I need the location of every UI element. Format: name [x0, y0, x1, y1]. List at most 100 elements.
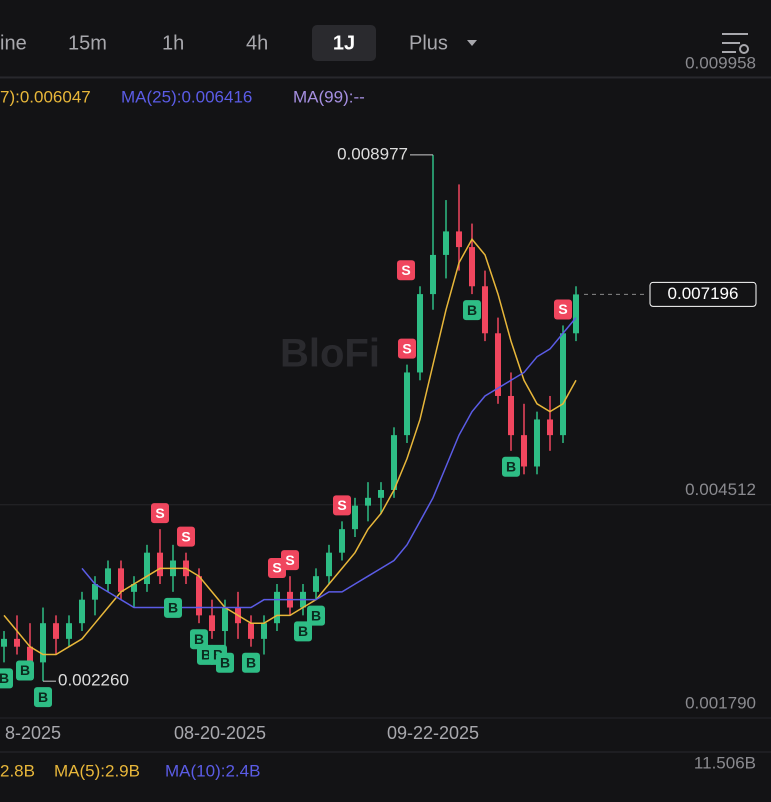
- candle-body: [521, 435, 527, 467]
- candle-body: [261, 623, 267, 639]
- signal-marker: [502, 456, 520, 477]
- signal-marker: [281, 550, 299, 571]
- high-label: 0.008977: [337, 144, 408, 163]
- signal-marker: [397, 260, 415, 281]
- candle-body: [27, 646, 33, 663]
- candle-body: [118, 568, 124, 592]
- candle-body: [326, 552, 332, 577]
- volume-axis-max: 11.506B: [694, 753, 756, 772]
- candle-body: [508, 395, 514, 436]
- tab[interactable]: 4h: [246, 32, 268, 54]
- candle-body: [196, 576, 202, 616]
- signal-marker: [554, 299, 572, 320]
- candle-body: [482, 286, 488, 334]
- candle-body: [1, 638, 7, 647]
- y-tick-label: 0.001790: [685, 693, 756, 712]
- x-tick-label: 09-22-2025: [387, 723, 479, 743]
- candle-body: [79, 599, 85, 624]
- candle-body: [378, 489, 384, 498]
- signal-label: S: [558, 301, 567, 317]
- signal-label: S: [285, 552, 294, 568]
- volume-ma10: MA(10):2.4B: [165, 761, 260, 780]
- x-tick-label: 8-2025: [5, 723, 61, 743]
- tab[interactable]: 15m: [68, 32, 107, 54]
- candle-body: [313, 576, 319, 592]
- candle-body: [560, 333, 566, 436]
- signal-label: S: [402, 340, 411, 356]
- tab-selected[interactable]: 1J: [333, 32, 355, 54]
- candle-body: [547, 419, 553, 436]
- signal-label: B: [38, 689, 48, 705]
- signal-marker: [190, 629, 208, 650]
- indicator: MA(25):0.006416: [121, 87, 252, 106]
- candle-body: [404, 372, 410, 436]
- candle-body: [443, 231, 449, 255]
- volume-ma5: MA(5):2.9B: [54, 761, 140, 780]
- signal-label: B: [0, 670, 9, 686]
- candle-body: [417, 294, 423, 373]
- settings-icon[interactable]: [722, 33, 749, 54]
- signal-label: S: [337, 497, 346, 513]
- candle-body: [495, 333, 501, 396]
- tab[interactable]: Plus: [409, 32, 448, 54]
- signal-marker: [242, 652, 260, 673]
- signal-label: S: [272, 560, 281, 576]
- signal-marker: [398, 338, 416, 359]
- candle-body: [53, 623, 59, 639]
- signal-marker: [0, 668, 13, 689]
- candle-body: [365, 497, 371, 506]
- signal-label: B: [246, 654, 256, 670]
- candle-body: [209, 615, 215, 632]
- signal-marker: [333, 495, 351, 516]
- indicator: MA(99):--: [293, 87, 365, 106]
- watermark: BloFi: [280, 332, 380, 376]
- candle-body: [352, 505, 358, 530]
- volume-label: 2.8B: [0, 761, 35, 780]
- candle-body: [339, 529, 345, 553]
- tab[interactable]: ine: [0, 32, 27, 54]
- signal-label: B: [220, 654, 230, 670]
- candle-body: [573, 294, 579, 334]
- x-tick-label: 08-20-2025: [174, 723, 266, 743]
- candle-body: [391, 435, 397, 490]
- candle-body: [248, 623, 254, 639]
- signal-label: B: [311, 607, 321, 623]
- signal-label: S: [401, 262, 410, 278]
- indicator: 7):0.006047: [0, 87, 91, 106]
- selected-tab-bg: [312, 25, 376, 61]
- tab[interactable]: 1h: [162, 32, 184, 54]
- candle-body: [105, 568, 111, 585]
- ma-line: [3, 237, 577, 656]
- signal-marker: [164, 597, 182, 618]
- signal-marker: [34, 687, 52, 708]
- signal-marker: [151, 503, 169, 524]
- signal-marker: [16, 660, 34, 681]
- signal-label: S: [155, 505, 164, 521]
- y-tick-label: 0.009958: [685, 53, 756, 72]
- candle-body: [274, 591, 280, 624]
- signal-marker: [463, 300, 481, 321]
- last-price-box: [649, 281, 757, 307]
- candle-body: [14, 638, 20, 647]
- signal-marker: [216, 652, 234, 673]
- dropdown-arrow[interactable]: [467, 40, 477, 46]
- candle-body: [534, 419, 540, 467]
- candle-body: [131, 584, 137, 592]
- candle-body: [430, 254, 436, 295]
- signal-label: B: [20, 662, 30, 678]
- last-price: 0.007196: [668, 284, 739, 303]
- candle-body: [40, 623, 46, 663]
- candle-body: [66, 623, 72, 639]
- candle-body: [469, 247, 475, 287]
- candle-body: [144, 552, 150, 585]
- signal-label: B: [201, 647, 211, 663]
- signal-label: B: [194, 631, 204, 647]
- candle-body: [92, 584, 98, 600]
- candle-body: [456, 231, 462, 248]
- candle-body: [157, 552, 163, 577]
- signal-label: B: [168, 600, 178, 616]
- signal-label: B: [467, 302, 477, 318]
- signal-label: B: [298, 623, 308, 639]
